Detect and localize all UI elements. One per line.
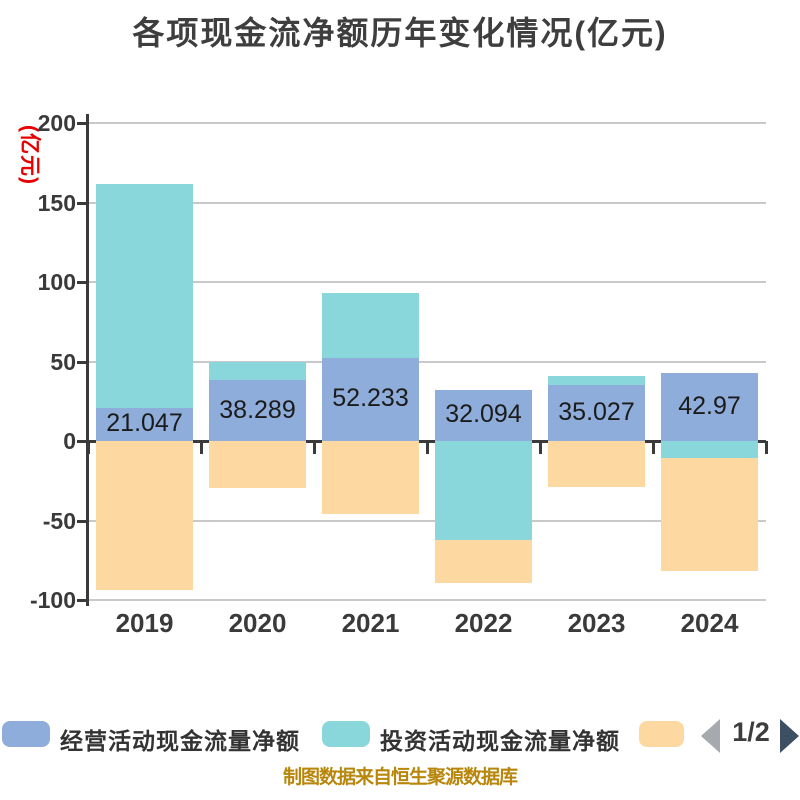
bar-segment: [96, 184, 193, 408]
y-axis-tick-label: 150: [37, 189, 76, 216]
gridline: [88, 360, 766, 363]
x-axis-label: 2022: [454, 608, 513, 638]
bar-segment: [661, 441, 758, 458]
x-axis-tick: [200, 441, 203, 454]
x-axis-label: 2023: [567, 608, 626, 638]
bar-value-label: 35.027: [558, 398, 635, 427]
y-axis-tick: [77, 122, 88, 125]
bar-segment: [548, 375, 645, 386]
bar-segment: [322, 357, 419, 441]
bar-segment: [661, 372, 758, 441]
gridline: [88, 201, 766, 204]
legend-label-operating: 经营活动现金流量净额: [60, 728, 300, 754]
x-axis-tick: [313, 441, 316, 454]
gridline: [88, 599, 766, 601]
y-axis-tick-label: 50: [50, 348, 76, 375]
legend-swatch-operating: [2, 721, 50, 747]
legend-label-investing: 投资活动现金流量净额: [380, 728, 620, 754]
y-axis-tick: [77, 201, 88, 205]
x-axis-tick: [426, 441, 429, 454]
x-axis-tick: [87, 441, 90, 454]
bar-segment: [209, 361, 306, 381]
y-axis-tick-label: 100: [37, 269, 76, 295]
gridline: [88, 281, 766, 283]
bar-value-label: 21.047: [106, 409, 183, 438]
x-axis-label: 2024: [680, 608, 739, 638]
x-axis-label: 2020: [228, 608, 287, 638]
bar-value-label: 38.289: [219, 395, 296, 424]
x-axis-tick: [539, 441, 542, 454]
y-axis-tick-label: 200: [37, 110, 76, 136]
gridline: [88, 519, 766, 522]
legend-swatch-investing: [322, 721, 370, 747]
y-axis-tick-label: -100: [29, 587, 76, 613]
x-axis-tick: [652, 441, 655, 454]
bar-value-label: 52.233: [332, 384, 409, 413]
bar-segment: [96, 441, 193, 590]
gridline: [88, 122, 766, 124]
y-axis-tick: [77, 440, 88, 443]
bar-segment: [435, 389, 532, 441]
bar-value-label: 42.97: [678, 391, 741, 420]
y-axis-tick: [77, 519, 88, 523]
chart-title: 各项现金流净额历年变化情况(亿元): [132, 15, 668, 51]
bar-segment: [548, 385, 645, 441]
legend-page-indicator: 1/2: [732, 717, 770, 747]
legend-next-page-arrow-icon[interactable]: [780, 719, 799, 753]
bar-segment: [322, 441, 419, 515]
legend-swatch-financing: [639, 721, 684, 747]
bar-segment: [435, 441, 532, 541]
bar-segment: [209, 380, 306, 441]
bar-segment: [435, 540, 532, 584]
bar-segment: [209, 441, 306, 488]
y-axis-tick-label: -50: [42, 507, 76, 534]
y-axis-tick: [77, 360, 88, 364]
bar-segment: [96, 407, 193, 441]
x-axis-tick: [765, 441, 768, 454]
bar-segment: [548, 441, 645, 487]
data-source-caption: 制图数据来自恒生聚源数据库: [282, 767, 518, 788]
y-axis-tick: [77, 599, 88, 602]
y-axis-tick-label: 0: [63, 428, 76, 454]
bar-segment: [661, 458, 758, 571]
y-axis-line: [86, 114, 89, 606]
x-axis-label: 2019: [115, 608, 174, 638]
x-axis-label: 2021: [341, 608, 400, 638]
bar-segment: [322, 293, 419, 358]
y-axis-tick: [77, 281, 88, 284]
bar-value-label: 32.094: [445, 400, 522, 429]
legend-prev-page-arrow-icon[interactable]: [701, 719, 720, 753]
